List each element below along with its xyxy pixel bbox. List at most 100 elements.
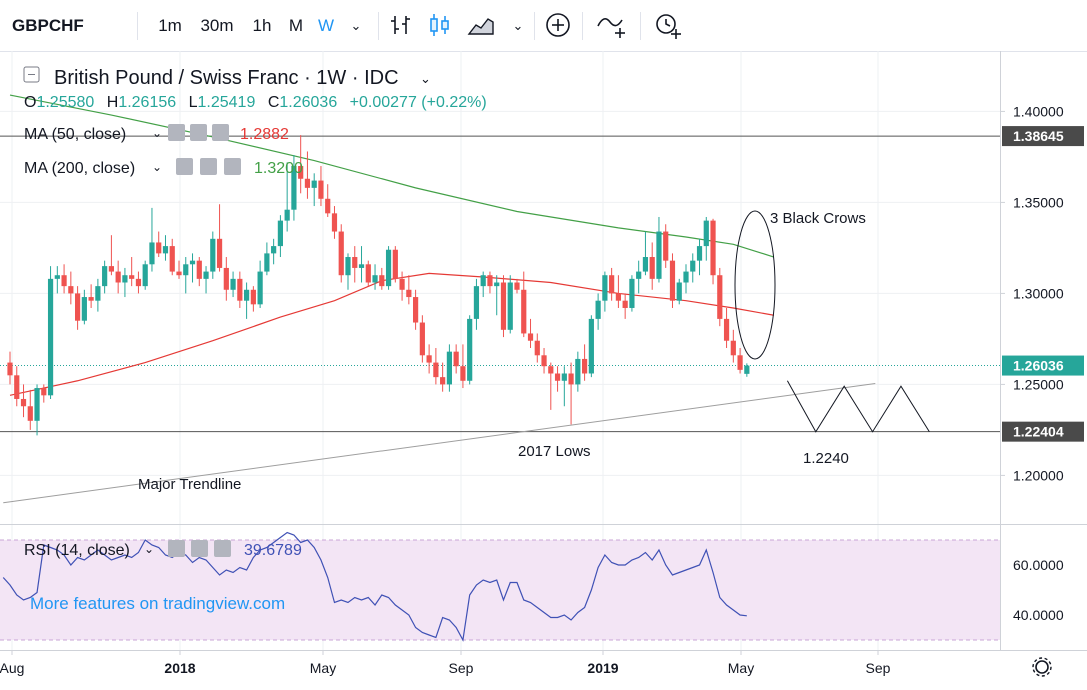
- candle-body: [257, 271, 263, 305]
- ma200-value: 1.3200: [254, 160, 303, 177]
- time-axis[interactable]: Aug 2018 May Sep 2019 May Sep: [0, 650, 891, 676]
- symbol-search-button[interactable]: GBPCHF: [12, 16, 84, 35]
- candle-body: [737, 355, 743, 370]
- candle-body: [460, 366, 466, 381]
- major-trendline[interactable]: [3, 383, 876, 504]
- main-legend: British Pound / Swiss Franc · 1W · IDC ⌄: [23, 66, 431, 89]
- candle-body: [480, 275, 486, 287]
- candle-body: [385, 249, 392, 287]
- ma50-settings-icon[interactable]: [190, 124, 207, 141]
- three-crows-label: 3 Black Crows: [770, 210, 866, 227]
- interval-week-button[interactable]: W: [317, 16, 335, 35]
- top-toolbar: GBPCHF 1m 30m 1h M W ⌄ ⌄: [0, 0, 1087, 52]
- interval-30m-button[interactable]: 30m: [200, 16, 234, 35]
- rsi-visibility-icon[interactable]: [168, 540, 185, 557]
- candle: [568, 362, 574, 425]
- candle: [683, 264, 689, 294]
- candle: [399, 271, 405, 301]
- candle: [122, 267, 128, 298]
- price-tick-label: 1.20000: [1013, 467, 1064, 483]
- candle-body: [419, 322, 425, 356]
- rsi-action-icons[interactable]: [168, 540, 231, 557]
- style-dropdown-icon[interactable]: ⌄: [512, 18, 524, 33]
- ma50-dropdown-icon[interactable]: ⌄: [152, 126, 162, 140]
- candle: [595, 293, 601, 330]
- candle-body: [575, 358, 581, 385]
- interval-1h-button[interactable]: 1h: [252, 16, 272, 35]
- rsi-remove-icon[interactable]: [214, 540, 231, 557]
- candle-body: [392, 249, 398, 279]
- ma200-settings-icon[interactable]: [200, 158, 217, 175]
- rsi-legend[interactable]: RSI (14, close) ⌄ 39.6789: [24, 540, 302, 559]
- candle: [541, 348, 547, 374]
- ma200-action-icons[interactable]: [176, 158, 241, 175]
- add-indicator-icon[interactable]: [543, 10, 573, 40]
- ma50-remove-icon[interactable]: [212, 124, 229, 141]
- time-tick-label: 2019: [587, 660, 618, 676]
- ma50-visibility-icon[interactable]: [168, 124, 185, 141]
- price-axis[interactable]: 1.40000 1.35000 1.30000 1.25000 1.20000 60.00…: [1000, 103, 1064, 623]
- candle: [142, 260, 148, 290]
- ma200-legend[interactable]: MA (200, close) ⌄ 1.3200: [24, 158, 303, 177]
- candles-style-icon[interactable]: [424, 10, 454, 40]
- candle: [453, 344, 459, 374]
- candle-body: [588, 318, 594, 374]
- alert-clock-icon[interactable]: [652, 10, 682, 40]
- candle-body: [325, 198, 331, 214]
- candle-body: [298, 166, 304, 179]
- ohlc-readout: O1.25580 H1.26156 L1.25419 C1.26036 +0.0…: [24, 94, 487, 111]
- interval-dropdown-icon[interactable]: ⌄: [350, 18, 362, 33]
- candle: [237, 271, 243, 308]
- compare-symbol-icon[interactable]: [596, 10, 626, 40]
- chart-title-dropdown-icon[interactable]: ⌄: [420, 71, 431, 86]
- candle-body: [582, 358, 588, 374]
- price-tick-label: 1.30000: [1013, 285, 1064, 301]
- price-axis-label: 1.38645: [1002, 126, 1084, 147]
- interval-1m-button[interactable]: 1m: [158, 16, 182, 35]
- candle: [669, 253, 676, 308]
- candle-body: [34, 388, 40, 421]
- candle: [277, 215, 283, 258]
- projection-path[interactable]: [786, 380, 930, 433]
- price-axis-label-box: [1002, 355, 1084, 376]
- change-value: +0.00277 (+0.22%): [350, 94, 487, 111]
- candle: [663, 224, 669, 268]
- time-tick-label: May: [728, 660, 754, 676]
- candle: [68, 271, 74, 305]
- ma200-visibility-icon[interactable]: [176, 158, 193, 175]
- ma200-remove-icon[interactable]: [224, 158, 241, 175]
- candle: [494, 275, 500, 316]
- candle: [291, 155, 297, 221]
- low-value: 1.25419: [198, 94, 256, 111]
- chart-title[interactable]: British Pound / Swiss Franc · 1W · IDC: [54, 67, 399, 89]
- candle: [304, 151, 311, 199]
- toolbar-divider: [582, 12, 583, 40]
- chart-settings-gear-icon[interactable]: [1032, 657, 1052, 677]
- ma50-action-icons[interactable]: [168, 124, 229, 141]
- candle: [216, 204, 223, 272]
- candle-body: [500, 282, 507, 330]
- candle: [413, 289, 419, 330]
- area-style-icon[interactable]: [466, 10, 496, 40]
- candlestick-series: [7, 135, 750, 436]
- candle: [642, 231, 649, 276]
- bar-style-icon[interactable]: [386, 10, 416, 40]
- candle-body: [399, 278, 405, 290]
- three-crows-ellipse[interactable]: [734, 210, 776, 360]
- ma200-line: [9, 94, 775, 258]
- candle-body: [7, 362, 13, 376]
- candle-body: [162, 246, 169, 254]
- candle: [527, 318, 534, 349]
- open-label: O: [24, 94, 36, 111]
- interval-month-button[interactable]: M: [288, 16, 304, 35]
- candle-body: [142, 264, 148, 287]
- ma200-dropdown-icon[interactable]: ⌄: [152, 160, 162, 174]
- ma50-legend[interactable]: MA (50, close) ⌄ 1.2882: [24, 124, 289, 143]
- toolbar-divider: [137, 12, 138, 40]
- candle: [331, 206, 338, 239]
- watermark[interactable]: More features on tradingview.com: [30, 594, 285, 613]
- ma50-value: 1.2882: [240, 126, 289, 143]
- rsi-dropdown-icon[interactable]: ⌄: [144, 542, 154, 556]
- rsi-settings-icon[interactable]: [191, 540, 208, 557]
